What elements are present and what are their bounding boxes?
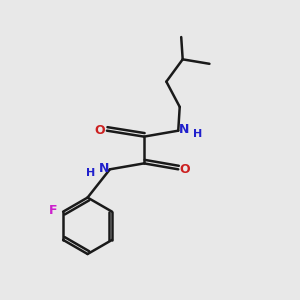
Text: O: O	[180, 163, 190, 176]
Text: H: H	[193, 129, 202, 139]
Text: H: H	[86, 168, 96, 178]
Text: N: N	[99, 162, 109, 175]
Text: N: N	[179, 123, 189, 136]
Text: F: F	[49, 204, 58, 217]
Text: O: O	[95, 124, 105, 137]
